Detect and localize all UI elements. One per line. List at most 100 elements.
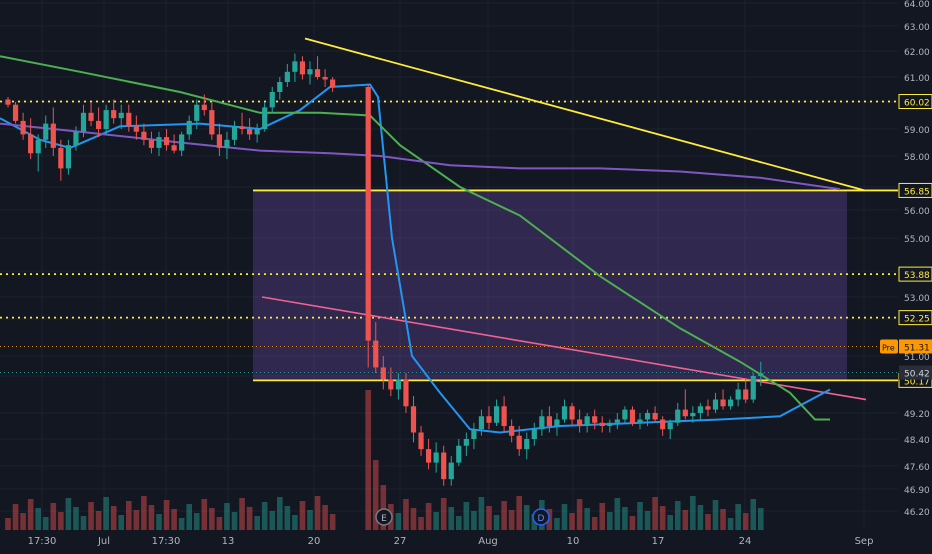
candle-body[interactable] — [743, 389, 749, 400]
candle-body[interactable] — [171, 145, 177, 151]
candle-body[interactable] — [539, 416, 545, 430]
candle-body[interactable] — [231, 126, 238, 140]
candle-body[interactable] — [12, 104, 19, 121]
candle-body[interactable] — [80, 112, 87, 132]
candle-body[interactable] — [141, 131, 147, 140]
candle-body[interactable] — [561, 406, 568, 420]
candle-body[interactable] — [735, 389, 741, 400]
candle-body[interactable] — [712, 399, 719, 410]
candle-body[interactable] — [43, 123, 49, 140]
candle-body[interactable] — [239, 126, 245, 129]
candle-body[interactable] — [216, 134, 222, 148]
candle-body[interactable] — [418, 432, 424, 450]
candle-body[interactable] — [277, 82, 283, 92]
candle-body[interactable] — [433, 452, 439, 463]
candle-body[interactable] — [637, 419, 643, 423]
candle-body[interactable] — [426, 449, 432, 463]
candle-body[interactable] — [262, 107, 268, 129]
candle-body[interactable] — [607, 422, 613, 426]
candle-body[interactable] — [584, 416, 590, 426]
candle-body[interactable] — [224, 139, 230, 148]
candle-body[interactable] — [58, 147, 64, 169]
candle-body[interactable] — [660, 419, 666, 430]
candle-body[interactable] — [5, 99, 11, 105]
trendlines[interactable] — [261, 37, 867, 401]
candle-body[interactable] — [675, 409, 681, 423]
candle-body[interactable] — [441, 452, 447, 480]
candle-body[interactable] — [179, 134, 185, 151]
horizontal-levels[interactable] — [0, 100, 898, 382]
price-axis[interactable]: 64.00 63.00 62.00 61.00 59.00 58.00 56.00 55.00… — [880, 0, 932, 530]
candle-body[interactable] — [380, 367, 386, 380]
candle-body[interactable] — [705, 406, 711, 410]
candle-body[interactable] — [629, 409, 636, 423]
candle-body[interactable] — [509, 426, 515, 436]
candle-body[interactable] — [403, 379, 409, 407]
candle-body[interactable] — [373, 340, 379, 368]
candle-body[interactable] — [163, 137, 170, 146]
candle-body[interactable] — [758, 373, 764, 376]
candle-body[interactable] — [35, 139, 41, 154]
candle-body[interactable] — [599, 422, 605, 426]
candle-body[interactable] — [254, 129, 260, 135]
level-badge[interactable] — [898, 182, 932, 198]
candle-body[interactable] — [20, 120, 26, 135]
candle-body[interactable] — [456, 445, 462, 463]
event-marker-d[interactable]: D — [532, 508, 550, 526]
candle-body[interactable] — [471, 429, 477, 439]
candle-body[interactable] — [524, 439, 530, 450]
candle-body[interactable] — [269, 92, 275, 108]
level-badge[interactable] — [898, 94, 932, 109]
candle-body[interactable] — [531, 429, 537, 439]
candle-body[interactable] — [569, 406, 575, 420]
candle-body[interactable] — [652, 413, 658, 420]
candle-body[interactable] — [247, 129, 253, 135]
level-badge[interactable] — [898, 310, 932, 326]
candle-body[interactable] — [201, 104, 207, 111]
time-axis[interactable]: 17:30 Jul 17:30 13 20 27 Aug 10 17 24 Sep — [0, 530, 932, 550]
candle-body[interactable] — [50, 123, 56, 148]
candle-body[interactable] — [133, 126, 139, 132]
candle-body[interactable] — [96, 120, 102, 129]
candle-body[interactable] — [194, 104, 200, 121]
candle-body[interactable] — [486, 416, 492, 423]
candle-body[interactable] — [388, 379, 394, 390]
candle-body[interactable] — [720, 399, 726, 407]
candle-body[interactable] — [330, 79, 336, 88]
candle-body[interactable] — [118, 112, 124, 119]
candle-body[interactable] — [516, 435, 522, 450]
candle-body[interactable] — [299, 61, 306, 75]
candle-body[interactable] — [322, 77, 328, 80]
candle-body[interactable] — [622, 409, 628, 420]
candle-body[interactable] — [690, 413, 696, 417]
candle-body[interactable] — [448, 462, 454, 480]
candle-body[interactable] — [395, 379, 401, 390]
candle-body[interactable] — [186, 120, 192, 135]
candle-body[interactable] — [156, 137, 162, 148]
candle-body[interactable] — [365, 87, 371, 341]
candle-body[interactable] — [644, 413, 651, 420]
candle-body[interactable] — [103, 110, 109, 129]
candle-body[interactable] — [73, 131, 79, 146]
candle-body[interactable] — [463, 439, 469, 446]
candle-body[interactable] — [28, 134, 34, 154]
candle-body[interactable] — [148, 139, 155, 148]
trendline-upper[interactable] — [304, 37, 866, 192]
candle-body[interactable] — [284, 71, 290, 82]
candle-body[interactable] — [614, 419, 620, 423]
candle-body[interactable] — [592, 416, 598, 423]
candle-body[interactable] — [478, 416, 485, 430]
candle-body[interactable] — [209, 110, 215, 135]
candles[interactable] — [5, 53, 764, 486]
candle-body[interactable] — [493, 406, 500, 423]
candle-body[interactable] — [577, 419, 583, 427]
candle-body[interactable] — [126, 112, 132, 127]
candle-body[interactable] — [728, 399, 734, 407]
candle-body[interactable] — [88, 112, 94, 121]
event-marker-e[interactable]: E — [375, 508, 393, 526]
level-badge[interactable] — [898, 266, 932, 282]
candle-body[interactable] — [697, 406, 703, 413]
candle-body[interactable] — [501, 406, 507, 426]
